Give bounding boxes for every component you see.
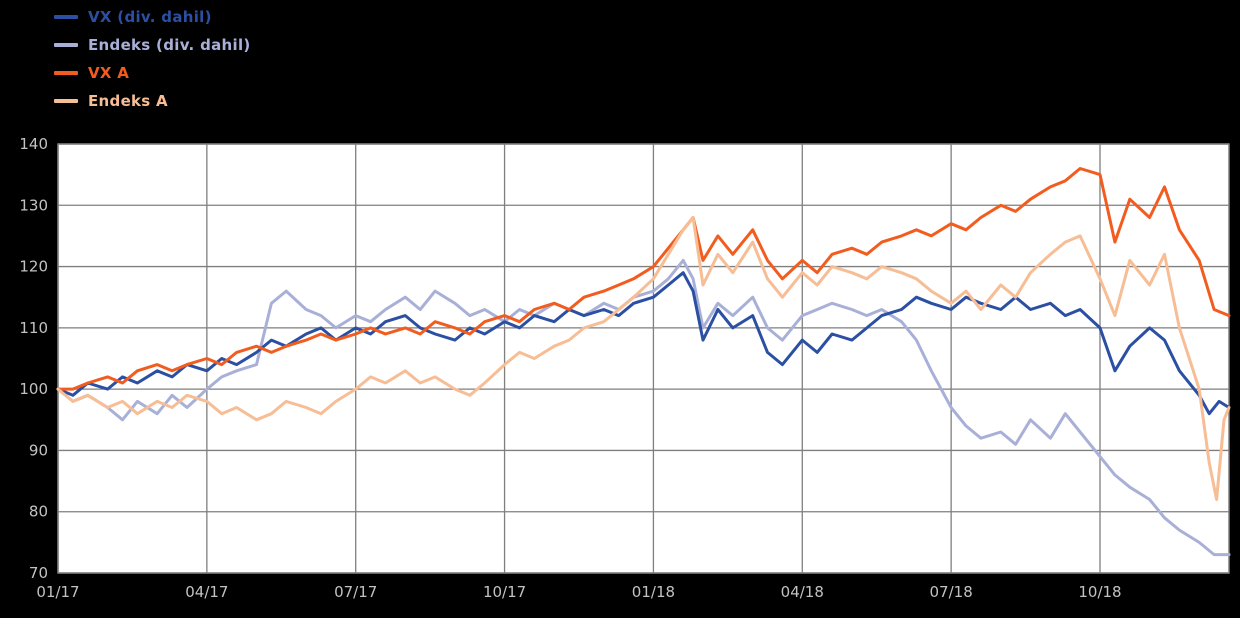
x-tick-label: 07/17 [334,583,377,601]
series-line [56,167,1231,391]
legend-label: VX (div. dahil) [88,7,212,26]
legend-item: Endeks (div. dahil) [54,34,251,55]
legend-label: VX A [88,63,130,82]
x-tick-label: 04/18 [781,583,824,601]
series-line [56,258,1231,557]
series-line [56,216,1231,501]
y-tick-label: 140 [19,135,48,153]
plot-area [58,144,1229,573]
y-tick-label: 130 [19,196,48,214]
series-line [56,271,1231,416]
x-tick-label: 10/18 [1078,583,1121,601]
legend-item: VX A [54,62,251,83]
y-tick-label: 110 [19,319,48,337]
legend-label: Endeks (div. dahil) [88,35,251,54]
legend-swatch-line [54,42,78,47]
x-tick-label: 04/17 [185,583,228,601]
legend-swatch-line [54,98,78,103]
y-tick-label: 90 [29,441,48,459]
legend-swatch-line [54,14,78,19]
x-tick-label: 01/18 [632,583,675,601]
x-tick-label: 01/17 [36,583,79,601]
y-tick-label: 70 [29,564,48,582]
legend-item: VX (div. dahil) [54,6,251,27]
legend-swatch-line [54,70,78,75]
x-tick-label: 07/18 [930,583,973,601]
x-tick-label: 10/17 [483,583,526,601]
plot-border [57,143,1230,574]
legend-label: Endeks A [88,91,168,110]
y-tick-label: 100 [19,380,48,398]
legend-item: Endeks A [54,90,251,111]
y-tick-label: 120 [19,258,48,276]
chart-legend: VX (div. dahil) Endeks (div. dahil) VX A En… [54,6,251,111]
y-tick-label: 80 [29,503,48,521]
